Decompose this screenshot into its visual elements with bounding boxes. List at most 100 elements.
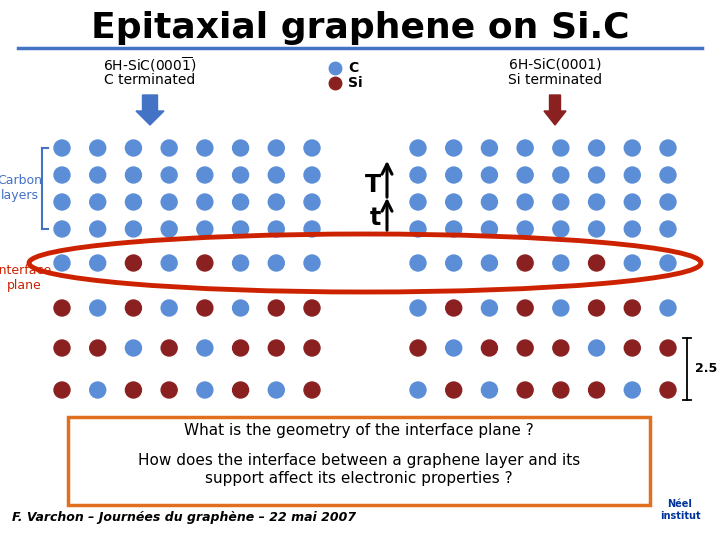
Circle shape — [588, 194, 605, 210]
Text: t: t — [370, 206, 381, 230]
Circle shape — [517, 194, 533, 210]
Circle shape — [161, 382, 177, 398]
Circle shape — [482, 340, 498, 356]
Circle shape — [233, 300, 248, 316]
Circle shape — [553, 140, 569, 156]
Circle shape — [304, 382, 320, 398]
Text: support affect its electronic properties ?: support affect its electronic properties… — [205, 470, 513, 485]
Circle shape — [125, 255, 141, 271]
Circle shape — [161, 300, 177, 316]
Circle shape — [517, 221, 533, 237]
Text: What is the geometry of the interface plane ?: What is the geometry of the interface pl… — [184, 422, 534, 437]
Circle shape — [588, 167, 605, 183]
Circle shape — [660, 140, 676, 156]
Circle shape — [269, 340, 284, 356]
Circle shape — [482, 221, 498, 237]
Circle shape — [161, 221, 177, 237]
Circle shape — [624, 221, 640, 237]
Circle shape — [517, 340, 533, 356]
Circle shape — [233, 140, 248, 156]
Circle shape — [660, 382, 676, 398]
Circle shape — [588, 382, 605, 398]
FancyArrow shape — [544, 95, 566, 125]
Circle shape — [304, 255, 320, 271]
Circle shape — [269, 140, 284, 156]
Circle shape — [197, 140, 213, 156]
Text: Néel
institut: Néel institut — [660, 499, 701, 521]
Circle shape — [553, 167, 569, 183]
Circle shape — [553, 194, 569, 210]
Circle shape — [624, 382, 640, 398]
Circle shape — [197, 340, 213, 356]
Circle shape — [588, 300, 605, 316]
Circle shape — [410, 140, 426, 156]
Circle shape — [517, 300, 533, 316]
Text: 2.5 Å: 2.5 Å — [695, 362, 720, 375]
Circle shape — [54, 221, 70, 237]
Circle shape — [482, 255, 498, 271]
Circle shape — [304, 340, 320, 356]
Text: 6H-SiC(0001): 6H-SiC(0001) — [509, 58, 601, 72]
Text: C: C — [348, 61, 359, 75]
Circle shape — [125, 221, 141, 237]
Circle shape — [482, 140, 498, 156]
Circle shape — [233, 340, 248, 356]
Text: F. Varchon – Journées du graphène – 22 mai 2007: F. Varchon – Journées du graphène – 22 m… — [12, 511, 356, 524]
Circle shape — [553, 300, 569, 316]
Circle shape — [660, 340, 676, 356]
Circle shape — [660, 167, 676, 183]
Circle shape — [624, 300, 640, 316]
Circle shape — [410, 382, 426, 398]
Circle shape — [446, 340, 462, 356]
Circle shape — [233, 382, 248, 398]
Circle shape — [269, 194, 284, 210]
Circle shape — [161, 340, 177, 356]
Circle shape — [624, 167, 640, 183]
Circle shape — [125, 167, 141, 183]
Circle shape — [482, 382, 498, 398]
Circle shape — [588, 340, 605, 356]
Circle shape — [660, 300, 676, 316]
Circle shape — [90, 194, 106, 210]
Circle shape — [197, 255, 213, 271]
Circle shape — [446, 194, 462, 210]
Circle shape — [446, 167, 462, 183]
Circle shape — [197, 194, 213, 210]
Circle shape — [54, 194, 70, 210]
Circle shape — [233, 221, 248, 237]
Circle shape — [161, 255, 177, 271]
Circle shape — [90, 300, 106, 316]
Circle shape — [125, 300, 141, 316]
Circle shape — [90, 167, 106, 183]
Circle shape — [54, 167, 70, 183]
Circle shape — [304, 194, 320, 210]
Circle shape — [446, 140, 462, 156]
Circle shape — [54, 300, 70, 316]
Circle shape — [553, 340, 569, 356]
Circle shape — [197, 300, 213, 316]
Circle shape — [125, 382, 141, 398]
Circle shape — [304, 167, 320, 183]
Text: Carbon
layers: Carbon layers — [0, 174, 42, 202]
Circle shape — [410, 255, 426, 271]
Circle shape — [269, 255, 284, 271]
Circle shape — [517, 167, 533, 183]
Circle shape — [410, 167, 426, 183]
Circle shape — [161, 194, 177, 210]
Circle shape — [553, 255, 569, 271]
Circle shape — [660, 255, 676, 271]
Circle shape — [624, 340, 640, 356]
Circle shape — [304, 221, 320, 237]
Text: How does the interface between a graphene layer and its: How does the interface between a graphen… — [138, 453, 580, 468]
FancyArrow shape — [136, 95, 164, 125]
Circle shape — [482, 194, 498, 210]
Circle shape — [233, 167, 248, 183]
Text: 6H-SiC(000$\mathregular{\overline{1}}$): 6H-SiC(000$\mathregular{\overline{1}}$) — [103, 56, 197, 74]
Circle shape — [624, 255, 640, 271]
Text: T: T — [365, 173, 381, 197]
Circle shape — [304, 140, 320, 156]
Circle shape — [588, 255, 605, 271]
Text: Epitaxial graphene on Si.C: Epitaxial graphene on Si.C — [91, 11, 629, 45]
Circle shape — [269, 167, 284, 183]
Circle shape — [624, 194, 640, 210]
